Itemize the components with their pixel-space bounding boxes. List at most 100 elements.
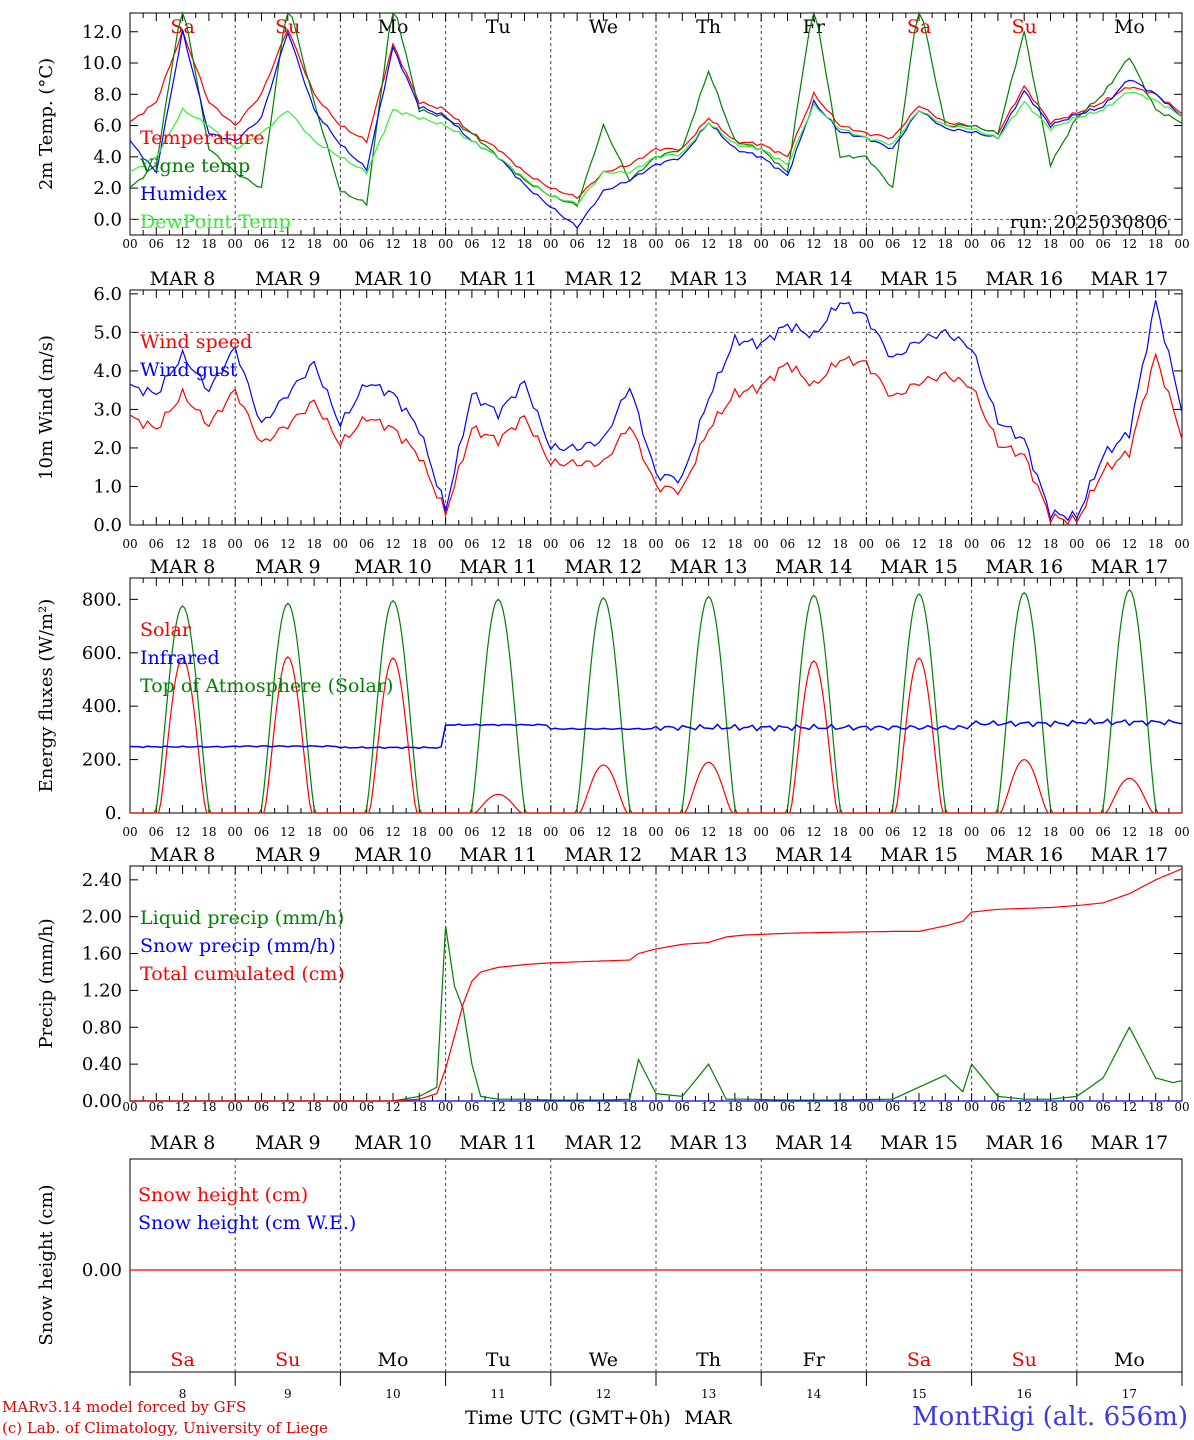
hour-tick-label: 06 — [149, 537, 164, 551]
hour-tick-label: 06 — [885, 825, 900, 839]
hour-tick-label: 12 — [491, 237, 506, 251]
y-tick-label: 1.60 — [82, 944, 122, 965]
hour-tick-label: 18 — [412, 237, 427, 251]
station-name: MontRigi (alt. 656m) — [912, 1402, 1188, 1432]
x-axis-month: MAR — [684, 1407, 732, 1429]
hour-tick-label: 06 — [780, 825, 795, 839]
hour-tick-label: 12 — [175, 1100, 190, 1114]
hour-tick-label: 06 — [1095, 537, 1110, 551]
hour-tick-label: 06 — [990, 537, 1005, 551]
day-label: MAR 15 — [880, 268, 958, 290]
hour-tick-label: 06 — [885, 537, 900, 551]
weekday-label: Sa — [907, 1349, 931, 1371]
hour-tick-label: 12 — [175, 537, 190, 551]
temp-series-3 — [129, 91, 1183, 206]
hour-tick-label: 06 — [254, 1100, 269, 1114]
hour-tick-label: 18 — [201, 237, 216, 251]
hour-tick-label: 12 — [701, 237, 716, 251]
day-number-label: 15 — [911, 1387, 926, 1401]
day-label: MAR 16 — [985, 844, 1063, 866]
day-label: MAR 8 — [150, 1132, 216, 1154]
hour-tick-label: 00 — [1069, 825, 1084, 839]
y-tick-label: 6.0 — [93, 284, 122, 305]
y-tick-label: 4.0 — [93, 361, 122, 382]
hour-tick-label: 06 — [1095, 237, 1110, 251]
day-label: MAR 8 — [150, 844, 216, 866]
day-label: MAR 11 — [459, 268, 537, 290]
hour-tick-label: 00 — [122, 825, 137, 839]
hour-tick-label: 06 — [1095, 825, 1110, 839]
day-label: MAR 16 — [985, 1132, 1063, 1154]
weekday-label: Su — [1012, 1349, 1037, 1371]
y-tick-label: 5.0 — [93, 322, 122, 343]
hour-tick-label: 00 — [543, 237, 558, 251]
day-label: MAR 9 — [255, 844, 321, 866]
hour-tick-label: 06 — [359, 237, 374, 251]
hour-tick-label: 00 — [1174, 237, 1189, 251]
hour-tick-label: 00 — [754, 1100, 769, 1114]
hour-tick-label: 06 — [675, 237, 690, 251]
hour-tick-label: 12 — [806, 237, 821, 251]
hour-tick-label: 18 — [727, 537, 742, 551]
hour-tick-label: 12 — [385, 237, 400, 251]
day-number-label: 8 — [179, 1387, 187, 1401]
day-label: MAR 9 — [255, 556, 321, 578]
legend-entry: Wind gust — [140, 359, 238, 381]
hour-tick-label: 06 — [359, 825, 374, 839]
legend-entry: Wind speed — [140, 331, 252, 353]
y-axis-label-4: Precip (mm/h) — [36, 918, 57, 1048]
day-label: MAR 15 — [880, 844, 958, 866]
hour-tick-label: 12 — [701, 1100, 716, 1114]
weekday-label: Sa — [170, 16, 194, 38]
day-label: MAR 15 — [880, 1132, 958, 1154]
legend-entry: DewPoint Temp — [140, 211, 291, 233]
hour-tick-label: 12 — [175, 825, 190, 839]
day-label: MAR 12 — [565, 268, 643, 290]
weekday-label: Sa — [170, 1349, 194, 1371]
day-label: MAR 8 — [150, 268, 216, 290]
weekday-label: Fr — [803, 1349, 826, 1371]
hour-tick-label: 12 — [911, 537, 926, 551]
hour-tick-label: 12 — [385, 537, 400, 551]
hour-tick-label: 18 — [727, 825, 742, 839]
hour-tick-label: 12 — [1017, 1100, 1032, 1114]
hour-tick-label: 00 — [228, 537, 243, 551]
hour-tick-label: 00 — [333, 1100, 348, 1114]
day-label: MAR 11 — [459, 556, 537, 578]
y-tick-label: 0.0 — [93, 515, 122, 536]
day-label: MAR 12 — [565, 844, 643, 866]
x-axis-label: Time UTC (GMT+0h) — [465, 1407, 671, 1429]
day-label: MAR 13 — [670, 1132, 748, 1154]
lab-credit: (c) Lab. of Climatology, University of L… — [2, 1419, 328, 1437]
hour-tick-label: 12 — [1122, 537, 1137, 551]
hour-tick-label: 06 — [359, 1100, 374, 1114]
day-label: MAR 14 — [775, 1132, 853, 1154]
y-tick-label: 12.0 — [82, 22, 122, 43]
hour-tick-label: 00 — [859, 825, 874, 839]
hour-tick-label: 18 — [1043, 237, 1058, 251]
hour-tick-label: 12 — [701, 537, 716, 551]
day-label: MAR 11 — [459, 844, 537, 866]
solar-series — [130, 655, 1182, 814]
hour-tick-label: 12 — [491, 825, 506, 839]
infrared-series — [129, 717, 1183, 750]
y-tick-label: 600. — [82, 643, 122, 664]
hour-tick-label: 18 — [517, 825, 532, 839]
weekday-label: Tu — [486, 16, 511, 38]
y-tick-label: 0. — [105, 803, 122, 824]
hour-tick-label: 18 — [938, 825, 953, 839]
y-tick-label: 8.0 — [93, 84, 122, 105]
wind-series-1 — [129, 300, 1183, 522]
hour-tick-label: 00 — [859, 237, 874, 251]
legend-entry: Humidex — [140, 183, 227, 205]
hour-tick-label: 06 — [149, 237, 164, 251]
y-axis-label-5: Snow height (cm) — [36, 1184, 57, 1345]
legend-entry: Solar — [140, 619, 192, 641]
hour-tick-label: 12 — [1017, 825, 1032, 839]
hour-tick-label: 06 — [254, 537, 269, 551]
hour-tick-label: 18 — [412, 1100, 427, 1114]
y-tick-label: 0.80 — [82, 1017, 122, 1038]
hour-tick-label: 06 — [149, 825, 164, 839]
hour-tick-label: 18 — [832, 825, 847, 839]
